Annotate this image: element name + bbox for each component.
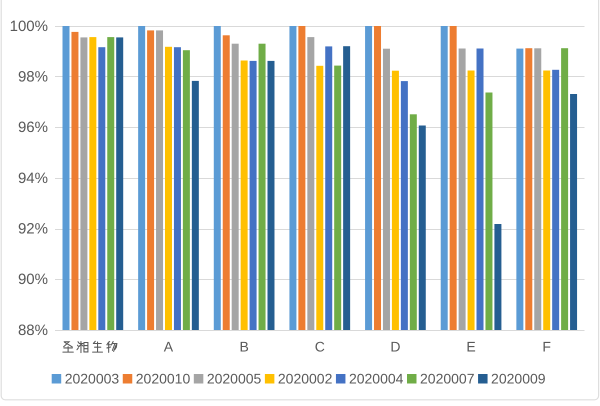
svg-text:2020003: 2020003 [65, 371, 120, 387]
svg-text:2020007: 2020007 [420, 371, 475, 387]
svg-text:90%: 90% [18, 271, 48, 288]
svg-text:F: F [542, 339, 551, 355]
svg-text:2020004: 2020004 [349, 371, 404, 387]
svg-text:E: E [466, 339, 475, 355]
svg-text:92%: 92% [18, 220, 48, 237]
svg-text:96%: 96% [18, 119, 48, 136]
svg-text:2020005: 2020005 [207, 371, 262, 387]
svg-text:2020009: 2020009 [491, 371, 546, 387]
svg-text:D: D [390, 339, 400, 355]
svg-text:B: B [239, 339, 248, 355]
svg-text:2020010: 2020010 [136, 371, 191, 387]
svg-text:A: A [164, 339, 174, 355]
svg-text:2020002: 2020002 [278, 371, 333, 387]
svg-text:100%: 100% [10, 18, 48, 35]
svg-text:88%: 88% [18, 322, 48, 339]
svg-text:94%: 94% [18, 170, 48, 187]
svg-text:98%: 98% [18, 68, 48, 85]
svg-text:C: C [315, 339, 325, 355]
